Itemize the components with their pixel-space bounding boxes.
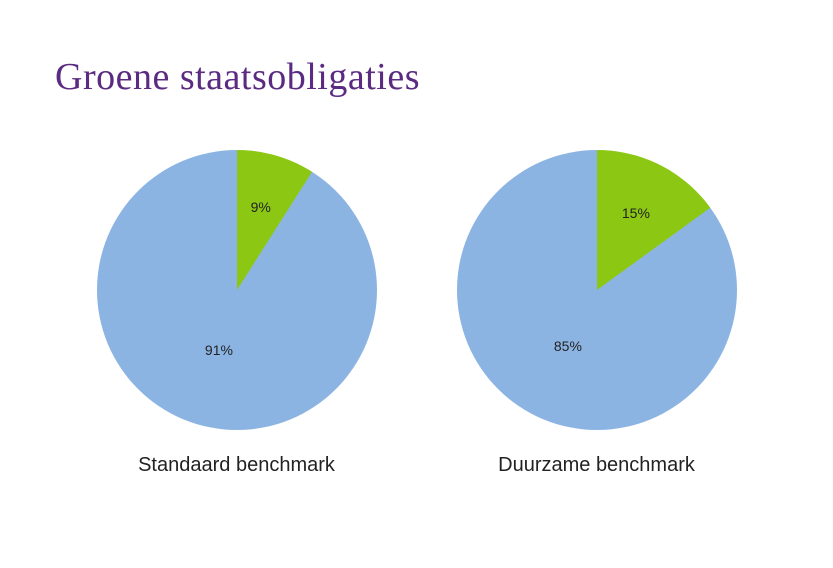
pie-caption-0: Standaard benchmark — [138, 454, 335, 477]
pie-wrapper-0: 9% 91% Standaard benchmark — [97, 150, 377, 477]
charts-row: 9% 91% Standaard benchmark 15% 85% Duurzam… — [0, 150, 833, 477]
pie-caption-1: Duurzame benchmark — [498, 454, 695, 477]
pie-wrapper-1: 15% 85% Duurzame benchmark — [457, 150, 737, 477]
pie-0-slice-label-1: 91% — [205, 342, 233, 358]
pie-0-slice-label-0: 9% — [251, 199, 271, 215]
pie-1-slice-label-1: 85% — [554, 338, 582, 354]
page-title: Groene staatsobligaties — [55, 55, 420, 99]
pie-chart-0: 9% 91% — [97, 150, 377, 430]
pie-chart-1: 15% 85% — [457, 150, 737, 430]
pie-1-slice-label-0: 15% — [622, 205, 650, 221]
chart-canvas: Groene staatsobligaties 9% 91% Standaard … — [0, 0, 833, 568]
